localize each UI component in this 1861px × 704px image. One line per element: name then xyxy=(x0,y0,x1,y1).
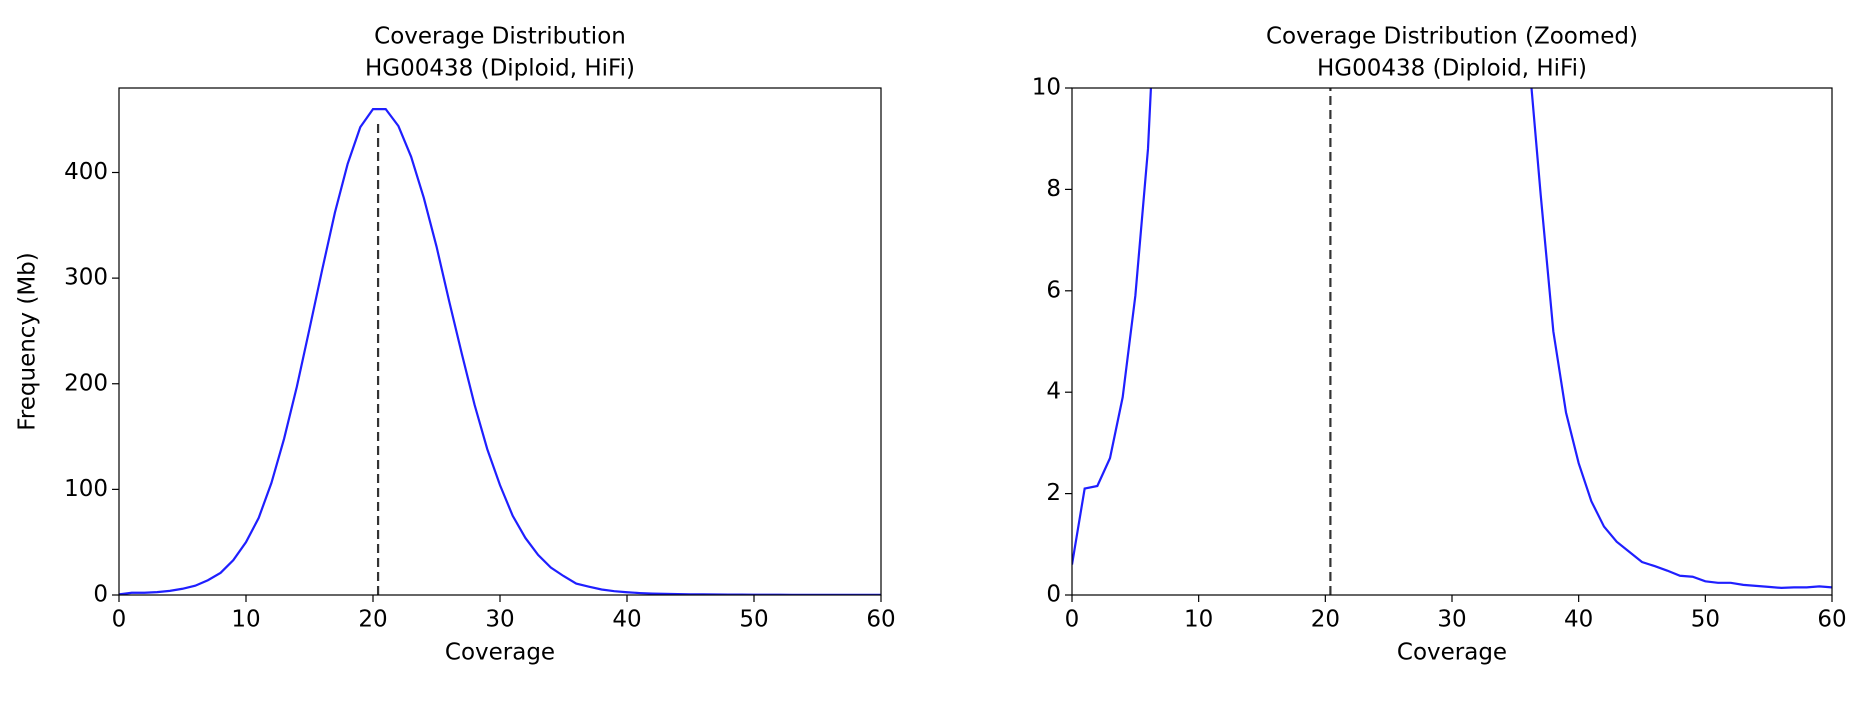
plot-area xyxy=(1072,88,1832,595)
x-axis-label: Coverage xyxy=(445,640,555,666)
x-tick-label: 50 xyxy=(1691,607,1720,633)
y-tick-label: 10 xyxy=(1032,75,1061,101)
x-axis-label: Coverage xyxy=(1397,640,1507,666)
y-tick-label: 4 xyxy=(1046,379,1061,405)
chart-subtitle: HG00438 (Diploid, HiFi) xyxy=(1317,56,1587,82)
y-axis-label: Frequency (Mb) xyxy=(15,252,41,431)
x-tick-label: 0 xyxy=(1065,607,1080,633)
y-tick-label: 300 xyxy=(64,265,108,291)
x-tick-label: 60 xyxy=(866,607,895,633)
x-tick-label: 40 xyxy=(612,607,641,633)
chart-panel: Coverage Distribution (Zoomed) HG00438 (D… xyxy=(1032,24,1847,666)
y-tick-label: 0 xyxy=(93,582,108,608)
y-tick-label: 200 xyxy=(64,370,108,396)
y-tick-label: 0 xyxy=(1046,582,1061,608)
x-tick-label: 60 xyxy=(1817,607,1846,633)
y-tick-label: 6 xyxy=(1046,277,1061,303)
axes-frame xyxy=(1071,87,1833,596)
line-series xyxy=(119,108,881,595)
x-tick-label: 20 xyxy=(1311,607,1340,633)
x-tick-label: 10 xyxy=(231,607,260,633)
x-tick-label: 0 xyxy=(112,607,127,633)
y-tick-label: 400 xyxy=(64,159,108,185)
x-tick-label: 30 xyxy=(1437,607,1466,633)
axes-frame xyxy=(118,87,882,596)
chart-panel: Coverage Distribution HG00438 (Diploid, H… xyxy=(15,24,896,666)
y-tick-label: 8 xyxy=(1046,176,1061,202)
x-tick-label: 10 xyxy=(1184,607,1213,633)
x-tick-label: 30 xyxy=(485,607,514,633)
x-tick-label: 20 xyxy=(358,607,387,633)
chart-title: Coverage Distribution (Zoomed) xyxy=(1266,24,1638,50)
y-tick-label: 2 xyxy=(1046,480,1061,506)
chart-subtitle: HG00438 (Diploid, HiFi) xyxy=(365,56,635,82)
plot-area xyxy=(119,108,881,595)
x-tick-label: 40 xyxy=(1564,607,1593,633)
chart-title: Coverage Distribution xyxy=(374,24,626,50)
y-tick-label: 100 xyxy=(64,476,108,502)
x-tick-label: 50 xyxy=(739,607,768,633)
line-series xyxy=(1072,88,1832,590)
